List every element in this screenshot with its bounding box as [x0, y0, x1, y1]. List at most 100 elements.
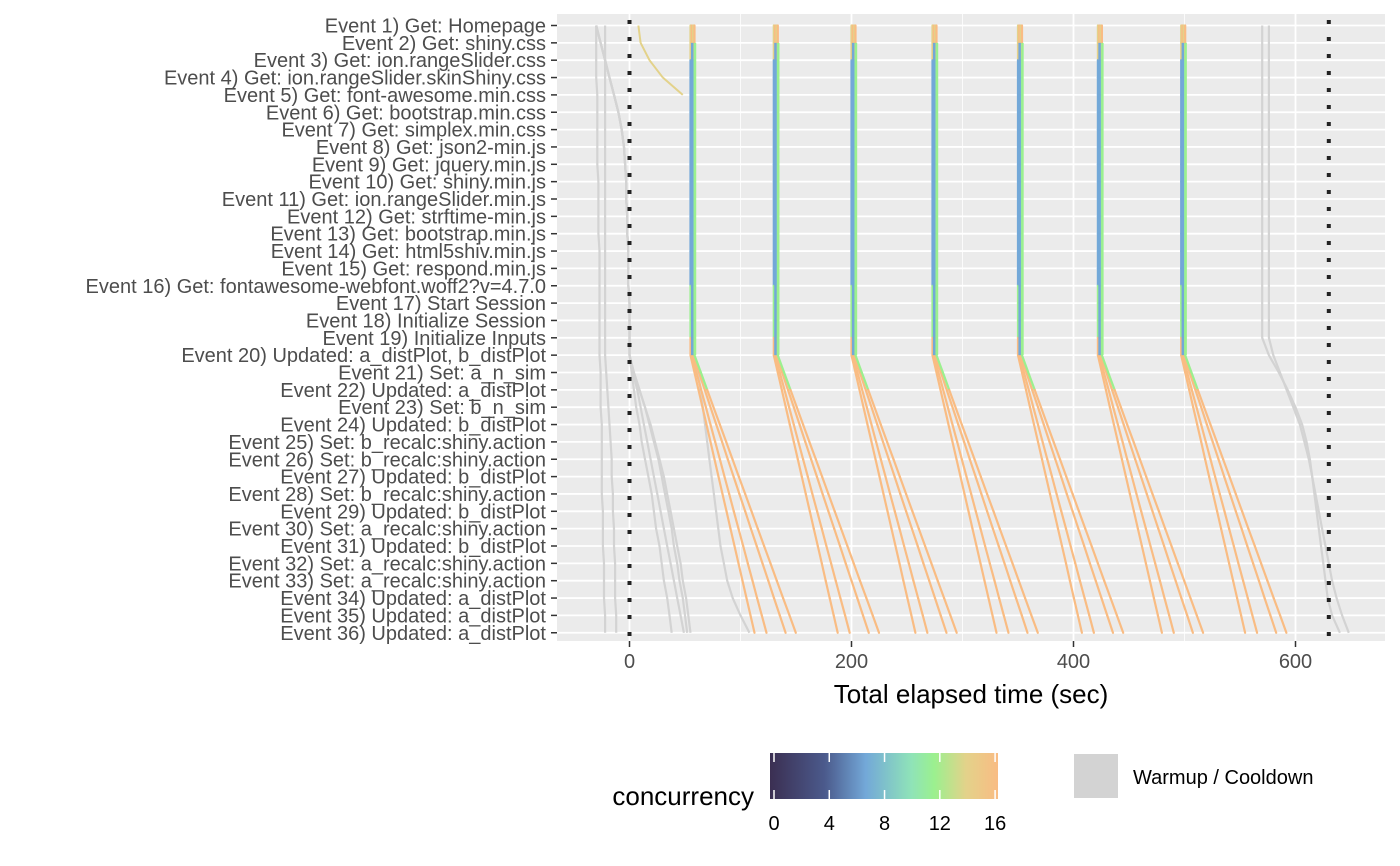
series-line — [755, 596, 763, 617]
series-line — [856, 371, 864, 391]
series-line — [833, 510, 843, 530]
series-line — [985, 510, 995, 530]
series-line — [1209, 458, 1217, 478]
series-line — [898, 527, 906, 548]
y-tick-label: Event 8) Get: json2-min.js — [316, 137, 546, 159]
series-line — [1036, 406, 1045, 426]
series-line — [815, 475, 824, 496]
series-line — [1180, 596, 1189, 617]
series-line — [1205, 423, 1214, 443]
series-line — [732, 475, 741, 496]
y-tick-label: Event 1) Get: Homepage — [325, 16, 546, 38]
series-line — [1052, 510, 1060, 530]
series-line — [1115, 614, 1125, 634]
series-line — [834, 579, 842, 600]
series-line — [876, 423, 885, 443]
series-line — [1188, 371, 1197, 391]
series-line — [1074, 562, 1082, 582]
series-line — [1156, 614, 1164, 634]
y-tick-label: Event 33) Set: a_recalc:shiny.action — [228, 571, 546, 593]
series-line — [878, 475, 885, 496]
warmup-cooldown-line — [603, 25, 618, 633]
series-line — [1121, 440, 1129, 461]
series-line — [1028, 406, 1036, 426]
series-line — [1098, 354, 1106, 374]
series-line — [1002, 614, 1010, 634]
series-line — [1186, 614, 1195, 634]
series-line — [723, 475, 731, 496]
series-line — [1174, 579, 1183, 600]
series-line — [967, 510, 974, 530]
series-line — [1213, 475, 1221, 496]
series-line — [776, 354, 786, 374]
series-line — [1060, 544, 1068, 565]
series-line — [861, 614, 870, 634]
series-line — [1128, 492, 1136, 513]
series-line — [1033, 388, 1043, 409]
series-line — [744, 492, 753, 513]
series-line — [1071, 510, 1080, 530]
series-lines — [637, 24, 1288, 634]
series-line — [783, 388, 791, 409]
series-line — [916, 596, 924, 617]
series-line — [1030, 614, 1039, 634]
series-line — [1004, 544, 1014, 565]
series-line — [1041, 440, 1049, 461]
y-tick-label: Event 27) Updated: b_distPlot — [280, 467, 546, 489]
y-tick-label: Event 24) Updated: b_distPlot — [280, 415, 546, 437]
series-line — [858, 579, 868, 600]
series-line — [882, 492, 889, 513]
y-tick-label: Event 10) Get: shiny.min.js — [309, 172, 547, 194]
series-line — [1076, 614, 1084, 634]
y-tick-label: Event 16) Get: fontawesome-webfont.woff2… — [86, 276, 546, 298]
series-line — [960, 458, 968, 478]
series-line — [737, 527, 745, 548]
series-line — [862, 406, 869, 426]
series-line — [871, 614, 881, 634]
series-line — [756, 527, 766, 548]
legend-warmup-label: Warmup / Cooldown — [1133, 767, 1313, 789]
series-line — [910, 527, 919, 548]
series-line-early — [662, 76, 684, 96]
series-line — [1055, 492, 1063, 513]
series-line — [809, 458, 819, 478]
series-line — [1084, 527, 1093, 548]
y-tick-label: Event 13) Get: bootstrap.min.js — [270, 224, 546, 246]
series-line — [933, 596, 942, 617]
series-line — [1227, 562, 1235, 582]
series-line — [690, 354, 698, 374]
series-line — [1217, 458, 1226, 478]
series-line — [1176, 562, 1186, 582]
series-line — [699, 371, 709, 391]
y-tick-label: Event 36) Updated: a_distPlot — [280, 623, 546, 645]
series-line — [898, 562, 905, 582]
series-line — [904, 492, 914, 513]
series-line — [865, 406, 873, 426]
series-line — [1196, 388, 1206, 409]
series-line — [985, 492, 995, 513]
series-line — [792, 440, 799, 461]
series-line — [801, 458, 809, 478]
series-line — [930, 562, 939, 582]
series-line — [784, 406, 791, 426]
series-line — [769, 562, 778, 582]
series-line — [1050, 475, 1058, 496]
legend-tick-label: 4 — [824, 813, 835, 835]
series-line — [1189, 596, 1198, 617]
series-line — [1100, 596, 1109, 617]
series-line — [746, 562, 754, 582]
series-line — [1164, 527, 1173, 548]
series-line — [902, 579, 909, 600]
series-line — [923, 544, 933, 565]
series-line — [1077, 527, 1086, 548]
series-line — [997, 596, 1005, 617]
series-line — [1124, 475, 1132, 496]
series-line — [1200, 423, 1207, 443]
series-line — [704, 406, 712, 426]
series-line — [781, 371, 790, 391]
series-line — [992, 510, 1001, 530]
series-line-early — [637, 25, 642, 43]
series-line — [939, 371, 948, 391]
series-line — [890, 527, 897, 548]
series-line — [1196, 423, 1203, 443]
